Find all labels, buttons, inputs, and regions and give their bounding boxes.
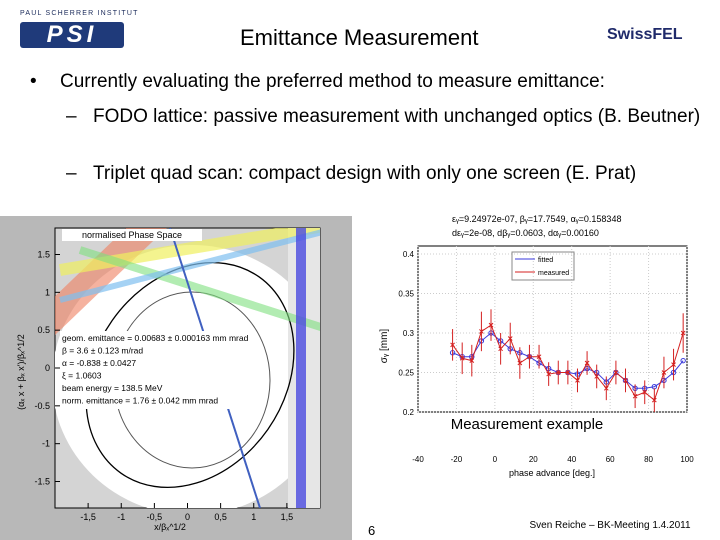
bullet: Currently evaluating the preferred metho…	[60, 71, 605, 92]
y-tick-label: 0.2	[403, 408, 415, 417]
point	[536, 354, 542, 360]
point	[680, 330, 686, 336]
band-green	[78, 246, 320, 331]
x-tick-label: -40	[412, 455, 424, 464]
band-blue	[296, 228, 306, 508]
point	[498, 346, 503, 352]
point	[527, 354, 532, 360]
x-tick-label: -1	[117, 512, 125, 522]
point	[613, 370, 619, 375]
y-tick-label: 0.25	[398, 369, 414, 378]
annotation: beam energy = 138.5 MeV	[62, 383, 163, 393]
x-tick-label: 0	[493, 455, 498, 464]
caption: Measurement example	[451, 416, 604, 433]
band-yellow	[59, 228, 320, 276]
point	[450, 342, 455, 348]
page-number: 6	[368, 523, 375, 538]
caption-box	[444, 413, 610, 435]
x-tick-label: 80	[644, 455, 653, 464]
point	[671, 362, 676, 367]
title-box	[62, 229, 202, 241]
point	[479, 329, 484, 334]
point	[594, 374, 600, 379]
y-tick-label: -1	[42, 439, 50, 449]
point	[575, 378, 580, 383]
right-xlabel: phase advance [deg.]	[509, 468, 595, 478]
y-tick-label: 0.35	[398, 290, 414, 299]
x-tick-label: 40	[567, 455, 576, 464]
y-tick-label: -1.5	[34, 477, 50, 487]
y-tick-label: -0.5	[34, 401, 50, 411]
sub-marker: –	[66, 106, 77, 127]
phase-space-art	[55, 228, 320, 508]
x-tick-label: 0,5	[214, 512, 227, 522]
bullet-marker: •	[30, 71, 37, 92]
point	[565, 370, 571, 375]
annotation: ξ = 1.0603	[62, 371, 102, 381]
point	[555, 370, 561, 375]
sub-marker: –	[66, 163, 77, 184]
annotation-box	[60, 331, 245, 409]
ellipse	[85, 261, 295, 489]
fit-line: dεᵧ=2e-08, dβᵧ=0.0603, dαᵧ=0.00160	[452, 228, 599, 238]
y-tick-label: 1.5	[37, 249, 50, 259]
point	[546, 371, 552, 377]
point	[623, 378, 628, 383]
left-ylabel: (αₓ x + βₓ x')/βₓ^1/2	[16, 334, 26, 410]
left-xlabel: x/βₓ^1/2	[154, 522, 186, 532]
x-tick-label: -20	[451, 455, 463, 464]
x-tick-label: 60	[606, 455, 615, 464]
legend-box	[511, 251, 575, 281]
point	[632, 393, 638, 399]
point	[469, 358, 475, 364]
y-tick-label: 0.3	[403, 329, 415, 338]
y-tick-label: 0.4	[403, 250, 415, 259]
x-tick-label: -1,5	[80, 512, 96, 522]
y-tick-label: 1	[45, 287, 50, 297]
x-tick-label: 1	[251, 512, 256, 522]
point	[507, 336, 513, 341]
point	[459, 355, 465, 361]
institute: PAUL SCHERRER INSTITUT	[20, 10, 139, 17]
right-ylabel: σᵧ [mm]	[379, 329, 390, 364]
y-tick-label: 0	[45, 363, 50, 373]
point	[517, 360, 523, 366]
x-tick-label: -0,5	[147, 512, 163, 522]
sub-bullet: FODO lattice: passive measurement with u…	[93, 106, 701, 127]
fit-line: εᵧ=9.24972e-07, βᵧ=17.7549, αᵧ=0.158348	[452, 214, 621, 224]
annotation: β = 3.6 ± 0.123 m/rad	[62, 346, 143, 356]
right-frame	[417, 245, 688, 413]
point	[680, 357, 686, 364]
point	[584, 360, 590, 366]
annotation: geom. emittance = 0.00683 ± 0.000163 mm …	[62, 333, 249, 343]
point	[651, 397, 657, 403]
brand: SwissFEL	[607, 26, 683, 43]
logo: PSI	[20, 22, 124, 48]
annotation: α = -0.838 ± 0.0427	[62, 358, 136, 368]
point	[642, 389, 648, 395]
title: Emittance Measurement	[240, 25, 479, 50]
band-cyan	[59, 229, 320, 303]
legend-label: fitted	[538, 257, 553, 264]
y-tick-label: 0.5	[37, 325, 50, 335]
legend-label: measured	[538, 270, 569, 277]
left-title: normalised Phase Space	[82, 230, 182, 240]
point	[488, 322, 494, 328]
point	[661, 370, 667, 375]
x-tick-label: 100	[680, 455, 694, 464]
sub-bullet: Triplet quad scan: compact design with o…	[93, 163, 637, 184]
x-tick-label: 1,5	[281, 512, 294, 522]
footer-author: Sven Reiche – BK-Meeting 1.4.2011	[529, 520, 690, 531]
annotation: norm. emittance = 1.76 ± 0.042 mm mrad	[62, 396, 218, 406]
x-tick-label: 20	[529, 455, 538, 464]
x-tick-label: 0	[185, 512, 190, 522]
point	[603, 385, 609, 391]
